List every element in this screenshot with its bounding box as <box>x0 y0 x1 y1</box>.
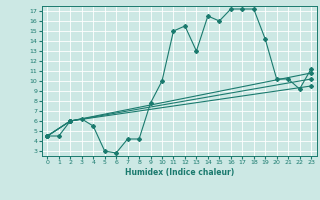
X-axis label: Humidex (Indice chaleur): Humidex (Indice chaleur) <box>124 168 234 177</box>
